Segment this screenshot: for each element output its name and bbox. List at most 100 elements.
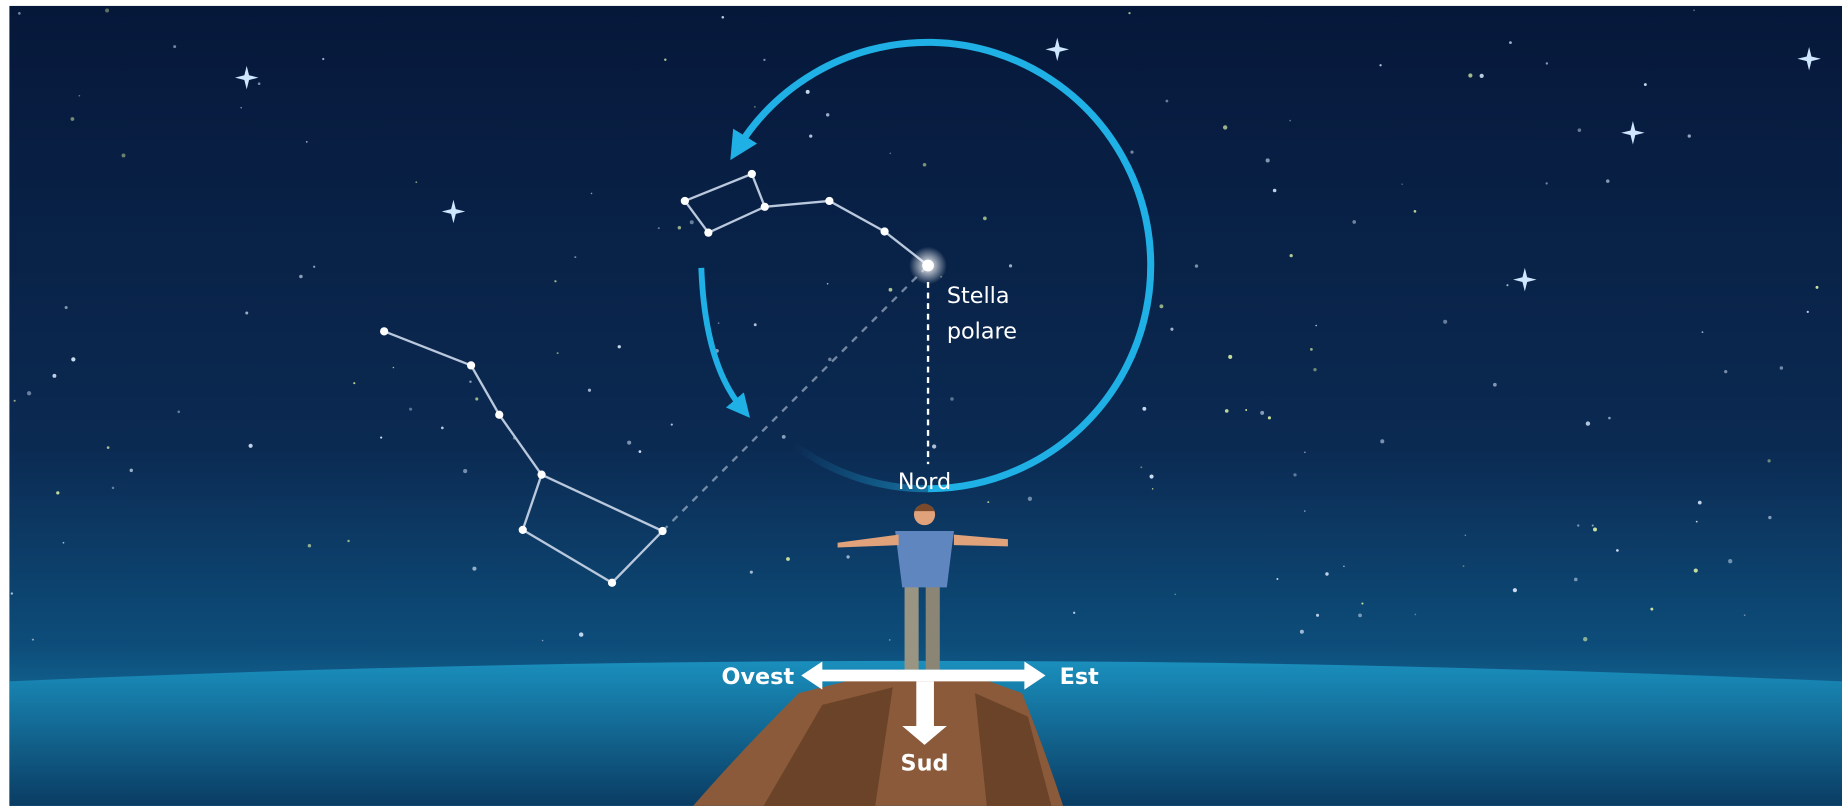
polaris-label: Stella bbox=[947, 283, 1010, 309]
star bbox=[1343, 566, 1345, 568]
star bbox=[1260, 411, 1264, 415]
star bbox=[299, 275, 303, 279]
west-label: Ovest bbox=[722, 664, 795, 690]
star bbox=[1513, 588, 1517, 592]
star bbox=[1293, 473, 1296, 476]
star bbox=[313, 266, 315, 268]
star bbox=[809, 134, 812, 137]
star bbox=[1574, 578, 1578, 582]
star bbox=[826, 113, 829, 116]
star bbox=[1166, 100, 1169, 103]
star bbox=[1142, 407, 1146, 411]
star bbox=[1414, 210, 1417, 213]
star bbox=[923, 163, 927, 167]
star bbox=[1728, 559, 1732, 563]
star bbox=[1273, 189, 1277, 193]
star bbox=[591, 193, 593, 195]
star bbox=[1702, 331, 1704, 333]
star bbox=[107, 446, 110, 449]
star bbox=[889, 288, 893, 292]
star bbox=[763, 59, 765, 61]
star bbox=[889, 639, 891, 641]
star bbox=[475, 397, 478, 400]
north-label: Nord bbox=[898, 469, 951, 495]
star bbox=[754, 323, 757, 326]
star bbox=[721, 16, 724, 19]
star bbox=[32, 639, 34, 641]
star bbox=[415, 181, 417, 183]
star bbox=[14, 400, 16, 402]
star bbox=[1546, 62, 1548, 64]
star bbox=[932, 444, 936, 448]
star bbox=[846, 555, 849, 558]
star bbox=[1315, 325, 1317, 327]
star bbox=[718, 322, 720, 324]
star bbox=[1170, 328, 1173, 331]
star bbox=[786, 557, 790, 561]
star bbox=[240, 107, 242, 109]
star bbox=[1223, 125, 1227, 129]
star bbox=[1358, 613, 1362, 617]
star bbox=[1401, 183, 1402, 184]
star bbox=[177, 410, 180, 413]
star bbox=[1159, 304, 1163, 308]
star bbox=[1768, 516, 1771, 519]
star bbox=[1228, 355, 1232, 359]
star bbox=[690, 220, 694, 224]
star bbox=[130, 469, 133, 472]
star bbox=[1289, 120, 1291, 122]
star bbox=[1816, 286, 1819, 289]
star bbox=[1583, 637, 1587, 641]
star bbox=[469, 381, 471, 383]
star bbox=[1316, 614, 1319, 617]
star bbox=[1276, 578, 1278, 580]
star bbox=[827, 283, 829, 285]
star bbox=[1073, 612, 1075, 614]
star bbox=[63, 542, 65, 544]
star bbox=[1128, 12, 1130, 14]
star bbox=[1693, 9, 1695, 11]
star bbox=[678, 226, 681, 229]
star bbox=[112, 487, 115, 490]
star bbox=[18, 12, 21, 15]
star bbox=[1696, 521, 1698, 523]
star bbox=[658, 227, 660, 229]
star bbox=[1593, 528, 1597, 532]
star bbox=[806, 90, 810, 94]
star bbox=[1694, 569, 1698, 573]
polaris-label: polare bbox=[947, 318, 1017, 344]
star bbox=[1028, 497, 1032, 501]
star bbox=[950, 397, 954, 401]
star bbox=[639, 450, 642, 453]
star bbox=[1245, 409, 1247, 411]
star bbox=[258, 82, 261, 85]
page: Stella polare Nord Ovest Est Sud (() => … bbox=[0, 0, 1842, 806]
star bbox=[627, 441, 631, 445]
star bbox=[1506, 284, 1508, 286]
star bbox=[782, 435, 786, 439]
star bbox=[579, 632, 583, 636]
star bbox=[750, 571, 753, 574]
star bbox=[828, 358, 831, 361]
star bbox=[1608, 417, 1611, 420]
star bbox=[983, 217, 987, 221]
star bbox=[1463, 565, 1465, 567]
star bbox=[1304, 451, 1306, 453]
star bbox=[1468, 73, 1472, 77]
star bbox=[1465, 534, 1467, 536]
star bbox=[380, 437, 382, 439]
star bbox=[1807, 311, 1809, 313]
star bbox=[347, 540, 349, 542]
star bbox=[1175, 594, 1176, 595]
star bbox=[52, 374, 56, 378]
star bbox=[1325, 572, 1328, 575]
star bbox=[1313, 368, 1316, 371]
star bbox=[56, 491, 59, 494]
star bbox=[1644, 83, 1647, 86]
star bbox=[1268, 416, 1271, 419]
star bbox=[1130, 151, 1133, 154]
star bbox=[1480, 74, 1484, 78]
star bbox=[1415, 614, 1417, 616]
star bbox=[308, 544, 311, 547]
star bbox=[542, 640, 544, 642]
